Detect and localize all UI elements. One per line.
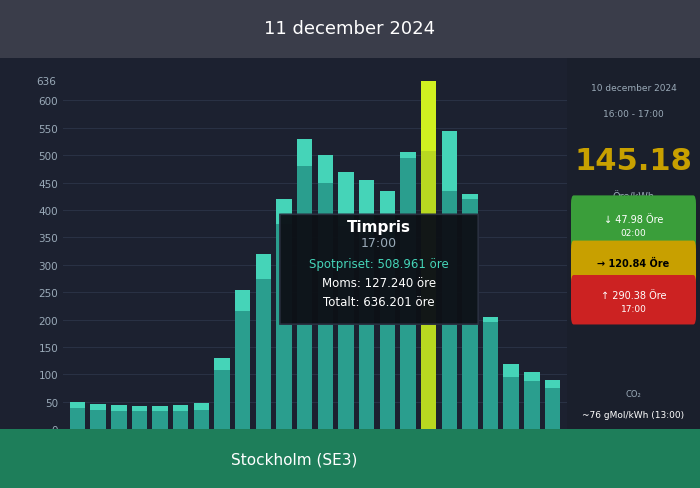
Bar [359,181,375,235]
Text: 636: 636 [36,77,56,86]
Bar [235,290,251,312]
Bar [214,358,230,370]
Text: Timpris: Timpris [347,220,411,234]
X-axis label: Genomsnittspris 284.41 Öre/kWh: Genomsnittspris 284.41 Öre/kWh [216,451,414,465]
FancyBboxPatch shape [280,215,478,325]
Text: Stockholm (SE3): Stockholm (SE3) [231,451,357,466]
Text: 02:00: 02:00 [621,229,646,238]
Text: Spotpriset: 508.961 öre: Spotpriset: 508.961 öre [309,258,449,271]
Bar [70,402,85,408]
Bar [111,406,127,411]
Bar [132,411,147,429]
Bar [379,191,395,238]
Bar [90,410,106,429]
Bar [462,194,477,200]
Bar [442,131,457,191]
Text: 11 december 2024: 11 december 2024 [265,20,435,38]
Bar [400,159,416,429]
Bar [442,191,457,429]
Bar [70,408,85,429]
Bar [153,406,168,411]
Text: ~76 gMol/kWh (13:00): ~76 gMol/kWh (13:00) [582,410,685,420]
Bar [235,312,251,429]
Bar [214,370,230,429]
FancyBboxPatch shape [571,196,696,250]
Circle shape [664,432,688,488]
Bar [153,411,168,429]
Bar [359,235,375,429]
Bar [421,81,436,151]
Bar [400,153,416,159]
Bar [338,227,354,429]
Bar [90,404,106,410]
Text: 17:00: 17:00 [621,305,646,314]
Text: 10 december 2024: 10 december 2024 [591,84,676,93]
Bar [276,200,292,224]
Text: ↓ 47.98 Öre: ↓ 47.98 Öre [604,215,663,224]
Bar [421,151,436,429]
Text: 145.18: 145.18 [575,147,692,176]
FancyBboxPatch shape [571,275,696,325]
Bar [256,254,271,279]
Bar [194,403,209,410]
Bar [524,372,540,381]
Text: ⚙: ⚙ [671,465,682,477]
Bar [483,317,498,323]
FancyBboxPatch shape [571,241,696,286]
Text: 16:00 - 17:00: 16:00 - 17:00 [603,110,664,119]
Bar [524,381,540,429]
Bar [545,388,560,429]
Bar [297,140,312,167]
Bar [173,411,188,429]
Text: → 120.84 Öre: → 120.84 Öre [597,258,670,268]
Bar [132,406,147,411]
Text: Totalt: 636.201 öre: Totalt: 636.201 öre [323,295,435,308]
Bar [318,156,333,183]
Bar [173,406,188,411]
Bar [462,200,477,429]
Text: 17:00: 17:00 [361,237,397,250]
Bar [318,183,333,429]
Bar [297,167,312,429]
Text: Moms: 127.240 öre: Moms: 127.240 öre [322,277,436,290]
Bar [111,411,127,429]
Bar [503,364,519,377]
Bar [276,224,292,429]
Bar [256,279,271,429]
Text: Öre/kWh: Öre/kWh [612,190,654,202]
Bar [338,172,354,227]
Bar [483,323,498,429]
Bar [503,377,519,429]
Bar [545,380,560,388]
Text: CO₂: CO₂ [626,389,641,398]
Bar [194,410,209,429]
Text: ↑ 290.38 Öre: ↑ 290.38 Öre [601,291,666,301]
Bar [379,238,395,429]
